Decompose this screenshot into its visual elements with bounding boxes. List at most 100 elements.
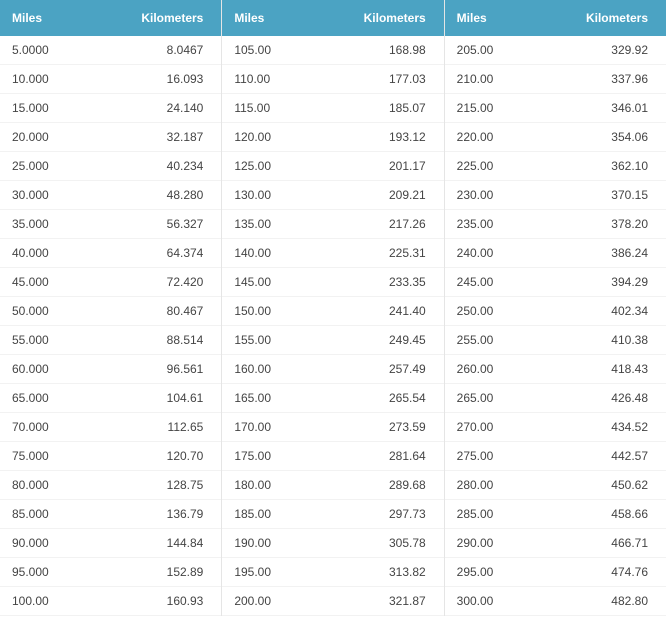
table-header: Miles Kilometers bbox=[222, 0, 443, 36]
cell-km: 289.68 bbox=[330, 478, 444, 492]
cell-km: 233.35 bbox=[330, 275, 444, 289]
cell-km: 80.467 bbox=[108, 304, 222, 318]
table-row: 70.000112.65 bbox=[0, 413, 221, 442]
cell-miles: 240.00 bbox=[445, 246, 553, 260]
cell-km: 249.45 bbox=[330, 333, 444, 347]
rows-group-2: 105.00168.98 110.00177.03 115.00185.07 1… bbox=[222, 36, 443, 616]
table-row: 250.00402.34 bbox=[445, 297, 666, 326]
cell-miles: 25.000 bbox=[0, 159, 108, 173]
column-group-3: Miles Kilometers 205.00329.92 210.00337.… bbox=[445, 0, 666, 616]
cell-miles: 215.00 bbox=[445, 101, 553, 115]
cell-km: 8.0467 bbox=[108, 43, 222, 57]
table-row: 165.00265.54 bbox=[222, 384, 443, 413]
cell-miles: 165.00 bbox=[222, 391, 330, 405]
cell-miles: 90.000 bbox=[0, 536, 108, 550]
cell-km: 394.29 bbox=[552, 275, 666, 289]
cell-miles: 110.00 bbox=[222, 72, 330, 86]
cell-miles: 280.00 bbox=[445, 478, 553, 492]
table-row: 225.00362.10 bbox=[445, 152, 666, 181]
table-row: 30.00048.280 bbox=[0, 181, 221, 210]
table-row: 140.00225.31 bbox=[222, 239, 443, 268]
cell-km: 193.12 bbox=[330, 130, 444, 144]
cell-km: 241.40 bbox=[330, 304, 444, 318]
cell-miles: 135.00 bbox=[222, 217, 330, 231]
table-row: 135.00217.26 bbox=[222, 210, 443, 239]
table-row: 65.000104.61 bbox=[0, 384, 221, 413]
cell-km: 225.31 bbox=[330, 246, 444, 260]
cell-miles: 10.000 bbox=[0, 72, 108, 86]
table-row: 260.00418.43 bbox=[445, 355, 666, 384]
header-miles: Miles bbox=[0, 11, 108, 25]
cell-miles: 255.00 bbox=[445, 333, 553, 347]
table-row: 15.00024.140 bbox=[0, 94, 221, 123]
cell-miles: 80.000 bbox=[0, 478, 108, 492]
cell-miles: 235.00 bbox=[445, 217, 553, 231]
table-row: 160.00257.49 bbox=[222, 355, 443, 384]
cell-miles: 45.000 bbox=[0, 275, 108, 289]
cell-miles: 225.00 bbox=[445, 159, 553, 173]
cell-km: 442.57 bbox=[552, 449, 666, 463]
cell-km: 185.07 bbox=[330, 101, 444, 115]
table-row: 205.00329.92 bbox=[445, 36, 666, 65]
rows-group-1: 5.00008.0467 10.00016.093 15.00024.140 2… bbox=[0, 36, 221, 616]
table-row: 300.00482.80 bbox=[445, 587, 666, 616]
table-row: 240.00386.24 bbox=[445, 239, 666, 268]
cell-miles: 195.00 bbox=[222, 565, 330, 579]
cell-miles: 275.00 bbox=[445, 449, 553, 463]
table-row: 235.00378.20 bbox=[445, 210, 666, 239]
table-row: 35.00056.327 bbox=[0, 210, 221, 239]
table-header: Miles Kilometers bbox=[445, 0, 666, 36]
rows-group-3: 205.00329.92 210.00337.96 215.00346.01 2… bbox=[445, 36, 666, 616]
cell-miles: 85.000 bbox=[0, 507, 108, 521]
cell-miles: 145.00 bbox=[222, 275, 330, 289]
cell-km: 120.70 bbox=[108, 449, 222, 463]
cell-miles: 15.000 bbox=[0, 101, 108, 115]
cell-miles: 270.00 bbox=[445, 420, 553, 434]
cell-miles: 140.00 bbox=[222, 246, 330, 260]
cell-km: 88.514 bbox=[108, 333, 222, 347]
cell-km: 64.374 bbox=[108, 246, 222, 260]
cell-km: 152.89 bbox=[108, 565, 222, 579]
table-row: 175.00281.64 bbox=[222, 442, 443, 471]
table-row: 290.00466.71 bbox=[445, 529, 666, 558]
cell-miles: 30.000 bbox=[0, 188, 108, 202]
table-row: 270.00434.52 bbox=[445, 413, 666, 442]
cell-km: 104.61 bbox=[108, 391, 222, 405]
cell-miles: 65.000 bbox=[0, 391, 108, 405]
cell-km: 474.76 bbox=[552, 565, 666, 579]
table-row: 265.00426.48 bbox=[445, 384, 666, 413]
cell-miles: 70.000 bbox=[0, 420, 108, 434]
table-row: 190.00305.78 bbox=[222, 529, 443, 558]
table-row: 215.00346.01 bbox=[445, 94, 666, 123]
cell-km: 265.54 bbox=[330, 391, 444, 405]
cell-km: 337.96 bbox=[552, 72, 666, 86]
cell-miles: 180.00 bbox=[222, 478, 330, 492]
table-row: 255.00410.38 bbox=[445, 326, 666, 355]
cell-miles: 295.00 bbox=[445, 565, 553, 579]
table-row: 5.00008.0467 bbox=[0, 36, 221, 65]
table-row: 20.00032.187 bbox=[0, 123, 221, 152]
cell-miles: 220.00 bbox=[445, 130, 553, 144]
cell-km: 72.420 bbox=[108, 275, 222, 289]
cell-km: 321.87 bbox=[330, 594, 444, 608]
table-row: 130.00209.21 bbox=[222, 181, 443, 210]
table-row: 230.00370.15 bbox=[445, 181, 666, 210]
cell-km: 177.03 bbox=[330, 72, 444, 86]
table-row: 210.00337.96 bbox=[445, 65, 666, 94]
cell-miles: 185.00 bbox=[222, 507, 330, 521]
table-row: 245.00394.29 bbox=[445, 268, 666, 297]
table-row: 105.00168.98 bbox=[222, 36, 443, 65]
cell-miles: 105.00 bbox=[222, 43, 330, 57]
cell-miles: 40.000 bbox=[0, 246, 108, 260]
cell-km: 410.38 bbox=[552, 333, 666, 347]
table-row: 180.00289.68 bbox=[222, 471, 443, 500]
cell-km: 329.92 bbox=[552, 43, 666, 57]
cell-km: 24.140 bbox=[108, 101, 222, 115]
cell-miles: 35.000 bbox=[0, 217, 108, 231]
header-kilometers: Kilometers bbox=[552, 11, 666, 25]
cell-km: 402.34 bbox=[552, 304, 666, 318]
cell-km: 482.80 bbox=[552, 594, 666, 608]
cell-miles: 230.00 bbox=[445, 188, 553, 202]
cell-km: 96.561 bbox=[108, 362, 222, 376]
cell-miles: 245.00 bbox=[445, 275, 553, 289]
